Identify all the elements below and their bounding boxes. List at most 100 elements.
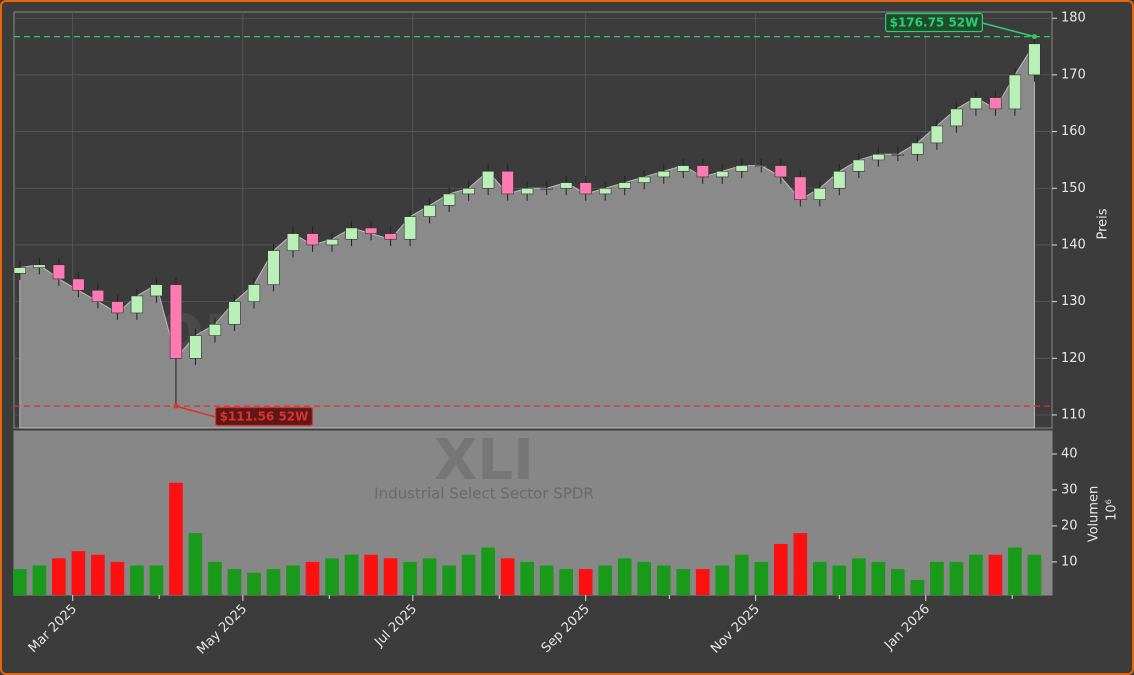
candle-body — [1028, 43, 1041, 76]
volume-bar — [266, 569, 281, 595]
volume-bar — [208, 561, 222, 595]
candle-body — [442, 193, 456, 206]
candle-body — [872, 153, 885, 161]
volume-bar — [793, 533, 808, 595]
annotation-label: $176.75 52W — [890, 16, 979, 30]
candle-body — [345, 227, 358, 240]
volume-axis-label: Volumen — [1087, 486, 1102, 543]
volume-bar — [656, 565, 671, 595]
candle-body — [462, 187, 475, 195]
volume-bar — [949, 561, 964, 595]
x-tick-label: Mar 2025 — [26, 602, 80, 656]
candle-body — [130, 295, 144, 314]
candle-body — [228, 301, 241, 325]
volume-bar — [598, 565, 613, 595]
candle-body — [579, 182, 592, 195]
volume-bar — [110, 561, 125, 595]
candle-body — [423, 204, 436, 217]
candle-body — [677, 165, 690, 172]
volume-bar — [305, 561, 320, 595]
candle-body — [33, 264, 46, 268]
candle-body — [891, 153, 905, 156]
volume-bar — [169, 482, 183, 595]
volume-bar — [617, 558, 632, 595]
symbol: XLI — [434, 428, 534, 493]
volume-bar — [637, 561, 652, 595]
candle-body — [735, 165, 748, 172]
volume-tick-label: 10 — [1061, 554, 1078, 569]
candle-body — [208, 323, 222, 336]
candle-body — [189, 335, 202, 359]
y-tick-label: 170 — [1061, 67, 1086, 82]
volume-bar — [149, 565, 164, 595]
volume-tick-label: 30 — [1061, 482, 1078, 497]
y-tick-label: 140 — [1061, 237, 1086, 252]
volume-bar — [832, 565, 847, 595]
volume-bar — [344, 554, 359, 595]
volume-bar — [695, 569, 710, 595]
volume-tick-label: 40 — [1061, 447, 1078, 462]
volume-bar — [32, 565, 47, 595]
y-tick-label: 110 — [1061, 407, 1086, 422]
volume-bar — [442, 565, 456, 595]
candle-body — [520, 187, 534, 195]
volume-bar — [403, 561, 417, 595]
annotation-label: $111.56 52W — [220, 410, 309, 424]
volume-bar — [52, 558, 66, 595]
volume-tick-label: 20 — [1061, 518, 1078, 533]
annotation-arrow — [982, 22, 1035, 38]
volume-bar — [481, 547, 495, 595]
candle-body — [618, 182, 631, 189]
volume-bar — [578, 569, 593, 595]
candle-body — [638, 176, 651, 183]
volume-bar — [422, 558, 437, 595]
volume-bar — [676, 569, 691, 595]
volume-bar — [734, 554, 749, 595]
volume-bar — [539, 565, 554, 595]
candle-body — [989, 97, 1002, 110]
candle-body — [657, 170, 670, 178]
x-tick-label: Sep 2025 — [539, 602, 593, 656]
candle-body — [364, 227, 378, 234]
candle-body — [111, 301, 124, 314]
annotation-arrow — [175, 405, 216, 418]
x-tick-label: Jul 2025 — [371, 602, 420, 651]
candle-body — [52, 264, 66, 280]
candle-body — [911, 142, 924, 155]
candle-body — [852, 159, 865, 172]
x-tick-label: Jan 2026 — [881, 602, 933, 654]
volume-bar — [91, 554, 105, 595]
candle-body — [384, 233, 397, 240]
candle-body — [696, 165, 709, 178]
candle-body — [150, 284, 163, 297]
volume-bar — [364, 554, 378, 595]
volume-unit: 10⁶ — [1105, 499, 1120, 521]
y-tick-label: 130 — [1061, 294, 1086, 309]
volume-bar — [559, 569, 573, 595]
candle-body — [169, 284, 183, 359]
candle-body — [1008, 74, 1022, 110]
candle-body — [794, 176, 807, 200]
y-tick-label: 180 — [1061, 11, 1086, 26]
candle-body — [540, 187, 553, 190]
volume-bar — [130, 565, 144, 595]
candle-body — [501, 170, 514, 195]
candle-body — [930, 125, 944, 144]
candle-body — [969, 97, 983, 110]
volume-bar — [891, 569, 905, 595]
volume-bar — [871, 561, 886, 595]
y-tick-label: 120 — [1061, 351, 1086, 366]
volume-bar — [812, 561, 827, 595]
volume-bar — [520, 561, 534, 595]
candle-body — [267, 250, 280, 285]
volume-bar — [1027, 554, 1042, 595]
volume-bar — [773, 543, 788, 595]
volume-bar — [227, 569, 242, 595]
candle-body — [91, 289, 105, 302]
candle-body — [774, 165, 787, 178]
candle-body — [481, 170, 495, 189]
candle-body — [813, 187, 826, 200]
volume-bar — [852, 558, 866, 595]
candle-body — [13, 267, 27, 274]
